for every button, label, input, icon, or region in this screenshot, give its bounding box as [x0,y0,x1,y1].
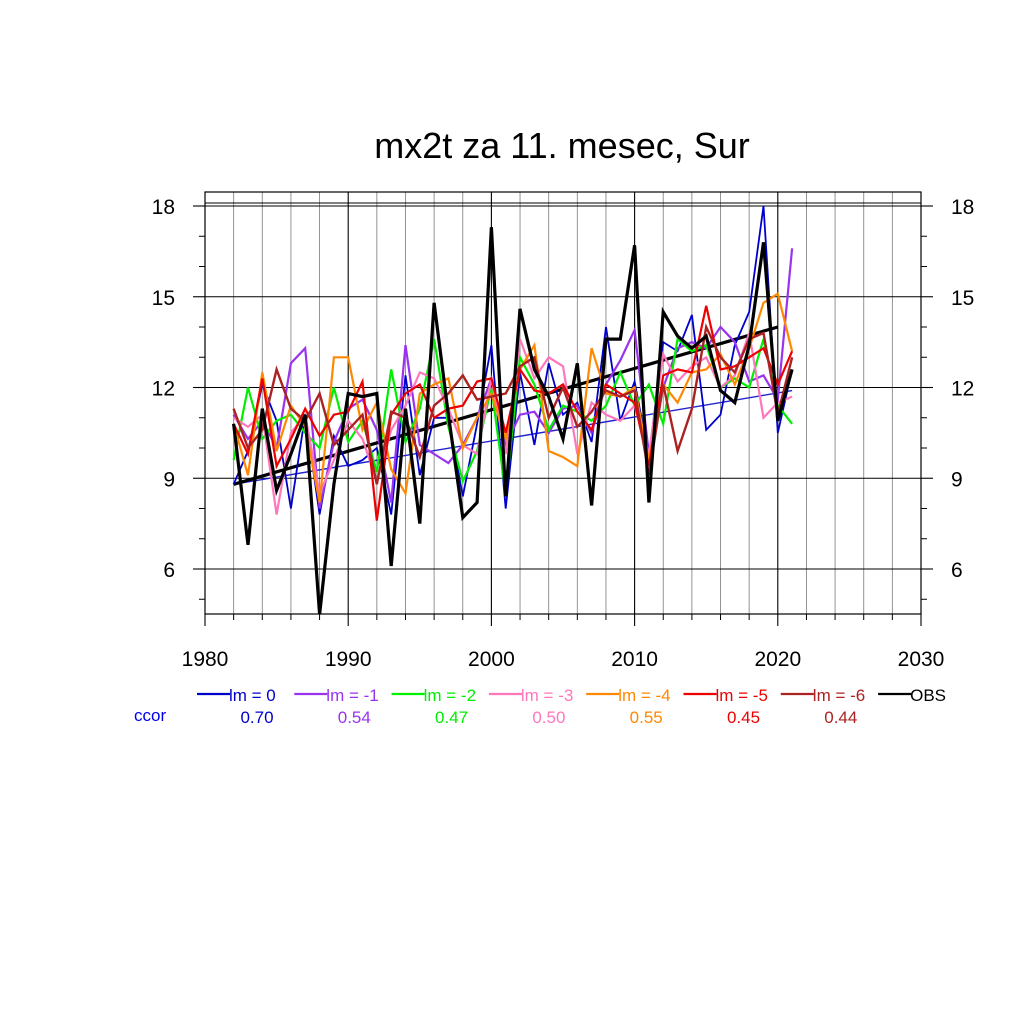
series-line-obs [232,227,794,615]
ccor-value: 0.70 [240,708,273,727]
legend-label: lm = -5 [716,686,768,705]
y-tick-label-left: 18 [152,196,175,219]
x-tick-label: 2010 [611,648,658,671]
x-tick-label: 1980 [182,648,229,671]
ccor-value: 0.54 [338,708,371,727]
ccor-value: 0.47 [435,708,468,727]
x-tick-label: 2020 [754,648,801,671]
ccor-value: 0.45 [727,708,760,727]
legend-label: lm = -2 [424,686,476,705]
y-tick-label-right: 12 [951,378,974,401]
y-tick-label-left: 9 [163,468,175,491]
data-series [232,205,794,615]
ccor-value: 0.44 [824,708,857,727]
ccor-value: 0.50 [532,708,565,727]
chart-title: mx2t za 11. mesec, Sur [374,125,749,166]
series-line-lm-6 [232,323,794,485]
legend-label: lm = -6 [813,686,865,705]
y-tick-label-left: 15 [152,287,175,310]
legend-label: lm = -1 [326,686,378,705]
y-tick-label-right: 6 [951,559,963,582]
x-tick-label: 1990 [325,648,372,671]
y-tick-label-left: 12 [152,378,175,401]
ccor-label: ccor [134,706,166,725]
grid [205,192,921,614]
legend-label: lm = -4 [618,686,670,705]
plot-frame [204,191,922,615]
x-tick-label: 2000 [468,648,515,671]
legend-label: OBS [910,686,946,705]
legend: lm = 0 0.70 lm = -1 0.54 lm = -2 0.47 lm = -3 0… [134,686,946,727]
y-tick-label-right: 18 [951,196,974,219]
axes: 1980 1990 2000 2010 2020 2030 6 6 9 9 12 12 15 15 18 18 [152,196,975,671]
ccor-value: 0.55 [630,708,663,727]
y-tick-label-right: 15 [951,287,974,310]
legend-label: lm = 0 [229,686,276,705]
legend-label: lm = -3 [521,686,573,705]
y-tick-label-right: 9 [951,468,963,491]
x-tick-label: 2030 [898,648,945,671]
y-tick-label-left: 6 [163,559,175,582]
